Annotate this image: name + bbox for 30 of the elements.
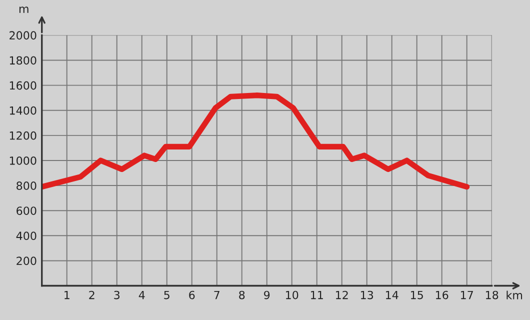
x-tick-label: 3 xyxy=(114,290,120,300)
x-tick-label: 1 xyxy=(64,290,70,300)
x-tick-label: 18 xyxy=(486,290,498,300)
y-tick-label: 1200 xyxy=(10,131,36,140)
y-tick-label: 1000 xyxy=(10,156,36,165)
x-tick-label: 4 xyxy=(138,290,145,300)
x-tick-label: 9 xyxy=(264,290,270,300)
x-tick-label: 14 xyxy=(386,290,398,300)
x-tick-label: 10 xyxy=(286,290,298,300)
y-axis-title: m xyxy=(19,6,28,13)
y-tick-label: 1800 xyxy=(10,56,36,65)
y-tick-label: 400 xyxy=(16,232,36,240)
x-tick-label: 6 xyxy=(189,290,195,300)
x-tick-label: 16 xyxy=(436,290,448,300)
x-tick-label: 7 xyxy=(214,290,220,300)
x-tick-label: 8 xyxy=(239,290,245,300)
x-tick-label: 15 xyxy=(410,290,423,300)
x-axis-title: km xyxy=(506,290,522,300)
y-tick-label: 2000 xyxy=(10,31,36,40)
y-tick-label: 200 xyxy=(16,256,36,266)
x-tick-label: 2 xyxy=(89,290,94,300)
x-tick-label: 17 xyxy=(460,290,473,300)
y-tick-label: 800 xyxy=(16,182,36,190)
x-tick-label: 5 xyxy=(164,290,170,300)
x-tick-label: 13 xyxy=(361,290,374,300)
y-tick-label: 1400 xyxy=(10,106,36,115)
y-tick-label: 1600 xyxy=(10,81,36,90)
x-tick-label: 12 xyxy=(336,290,348,300)
x-tick-label: 11 xyxy=(311,290,323,300)
y-tick-label: 600 xyxy=(16,206,36,215)
